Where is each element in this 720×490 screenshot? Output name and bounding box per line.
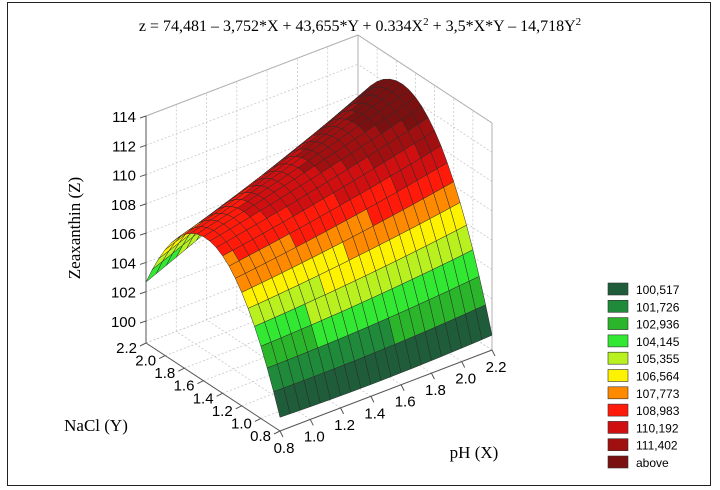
axes: 1001021041061081101121140.81.01.21.41.61… bbox=[111, 109, 506, 457]
grid-line-z bbox=[145, 93, 359, 175]
legend-label: 108,983 bbox=[636, 404, 680, 418]
legend-label: 104,145 bbox=[636, 335, 680, 349]
y-tick-label: 1.4 bbox=[193, 390, 214, 407]
z-axis-label: Zeaxanthin (Z) bbox=[65, 177, 84, 279]
z-tick-label: 112 bbox=[112, 138, 136, 155]
x-tick-label: 0.8 bbox=[274, 440, 295, 457]
y-tick-label: 1.0 bbox=[231, 415, 252, 432]
z-tick-label: 100 bbox=[111, 314, 136, 331]
x-axis-line bbox=[279, 349, 493, 432]
x-tick-label: 1.0 bbox=[304, 428, 325, 445]
surface-patch bbox=[145, 261, 163, 283]
x-tick-label: 2.0 bbox=[455, 371, 476, 388]
z-tick-mark bbox=[139, 174, 147, 178]
x-axis-label: pH (X) bbox=[450, 443, 499, 462]
z-tick-mark bbox=[139, 261, 147, 265]
y-tick-label: 0.8 bbox=[250, 428, 271, 445]
x-tick-mark bbox=[491, 349, 496, 357]
legend-label: 107,773 bbox=[636, 387, 680, 401]
y-tick-label: 1.2 bbox=[212, 403, 233, 420]
x-tick-mark bbox=[309, 419, 314, 426]
z-tick-label: 104 bbox=[111, 255, 136, 272]
y-tick-mark bbox=[254, 417, 262, 422]
z-tick-mark bbox=[139, 232, 147, 236]
legend: 100,517 101,726 102,936 104,145 105,355 106,5… bbox=[607, 282, 680, 470]
z-tick-mark bbox=[139, 320, 147, 324]
legend-swatch bbox=[607, 421, 629, 434]
x-tick-mark bbox=[430, 372, 435, 380]
z-tick-mark bbox=[139, 203, 147, 207]
legend-label: 105,355 bbox=[636, 352, 680, 366]
x-tick-mark bbox=[370, 396, 375, 403]
x-tick-mark bbox=[340, 407, 345, 415]
z-tick-mark bbox=[139, 144, 147, 148]
y-axis-label: NaCl (Y) bbox=[64, 416, 128, 435]
grid-line-z bbox=[145, 63, 359, 146]
y-tick-mark bbox=[235, 405, 242, 410]
legend-swatch bbox=[607, 299, 629, 313]
y-tick-label: 2.2 bbox=[116, 340, 137, 357]
box-edge bbox=[145, 34, 359, 117]
x-tick-label: 1.4 bbox=[364, 405, 385, 422]
legend-swatch bbox=[607, 351, 629, 365]
legend-label: 101,726 bbox=[636, 300, 680, 314]
legend-swatch bbox=[607, 317, 629, 330]
surface-patch bbox=[273, 387, 291, 418]
legend-swatch bbox=[607, 369, 629, 382]
z-tick-label: 110 bbox=[112, 168, 136, 185]
legend-label: 102,936 bbox=[636, 318, 680, 332]
legend-label: 111,402 bbox=[636, 439, 678, 453]
y-tick-mark bbox=[139, 342, 147, 347]
legend-label: 106,564 bbox=[636, 370, 680, 384]
z-tick-label: 114 bbox=[112, 109, 136, 126]
x-tick-mark bbox=[279, 430, 284, 438]
legend-swatch bbox=[607, 455, 629, 469]
z-tick-mark bbox=[139, 115, 147, 119]
surface-plot: 1001021041061081101121140.81.01.21.41.61… bbox=[64, 16, 680, 470]
legend-label: 100,517 bbox=[636, 283, 680, 297]
surface bbox=[145, 78, 493, 418]
legend-swatch bbox=[607, 282, 629, 296]
y-tick-mark bbox=[158, 355, 166, 360]
legend-swatch bbox=[607, 403, 629, 417]
x-tick-label: 1.2 bbox=[334, 417, 355, 434]
grid-line-z bbox=[357, 63, 493, 153]
z-tick-mark bbox=[139, 291, 147, 295]
x-tick-mark bbox=[461, 361, 466, 368]
legend-swatch bbox=[607, 438, 629, 452]
legend-swatch bbox=[607, 386, 629, 400]
y-axis-line bbox=[145, 342, 281, 432]
box-edge bbox=[357, 34, 493, 124]
y-tick-label: 1.8 bbox=[154, 365, 175, 382]
z-tick-label: 108 bbox=[111, 197, 136, 214]
x-tick-label: 1.8 bbox=[425, 382, 446, 399]
legend-swatch bbox=[607, 334, 629, 348]
chart-title: z = 74,481 – 3,752*X + 43,655*Y + 0.334X… bbox=[139, 16, 581, 35]
y-tick-mark bbox=[216, 392, 223, 397]
y-tick-mark bbox=[197, 380, 204, 385]
y-tick-label: 2.0 bbox=[135, 353, 156, 370]
z-tick-label: 106 bbox=[111, 226, 136, 243]
y-tick-mark bbox=[273, 430, 281, 435]
grid-line-x bbox=[176, 331, 311, 420]
chart-frame: 100 102 104 106 108 110 112 114 0.8 1.0 1.2 1.4 1.6 1… bbox=[7, 2, 711, 486]
x-tick-label: 1.6 bbox=[395, 394, 416, 411]
z-tick-label: 102 bbox=[111, 285, 136, 302]
y-tick-label: 1.6 bbox=[174, 378, 195, 395]
y-tick-mark bbox=[178, 367, 185, 372]
legend-label: 110,192 bbox=[636, 421, 679, 435]
x-tick-mark bbox=[400, 384, 405, 391]
legend-label: above bbox=[636, 456, 669, 470]
x-tick-label: 2.2 bbox=[486, 359, 507, 376]
